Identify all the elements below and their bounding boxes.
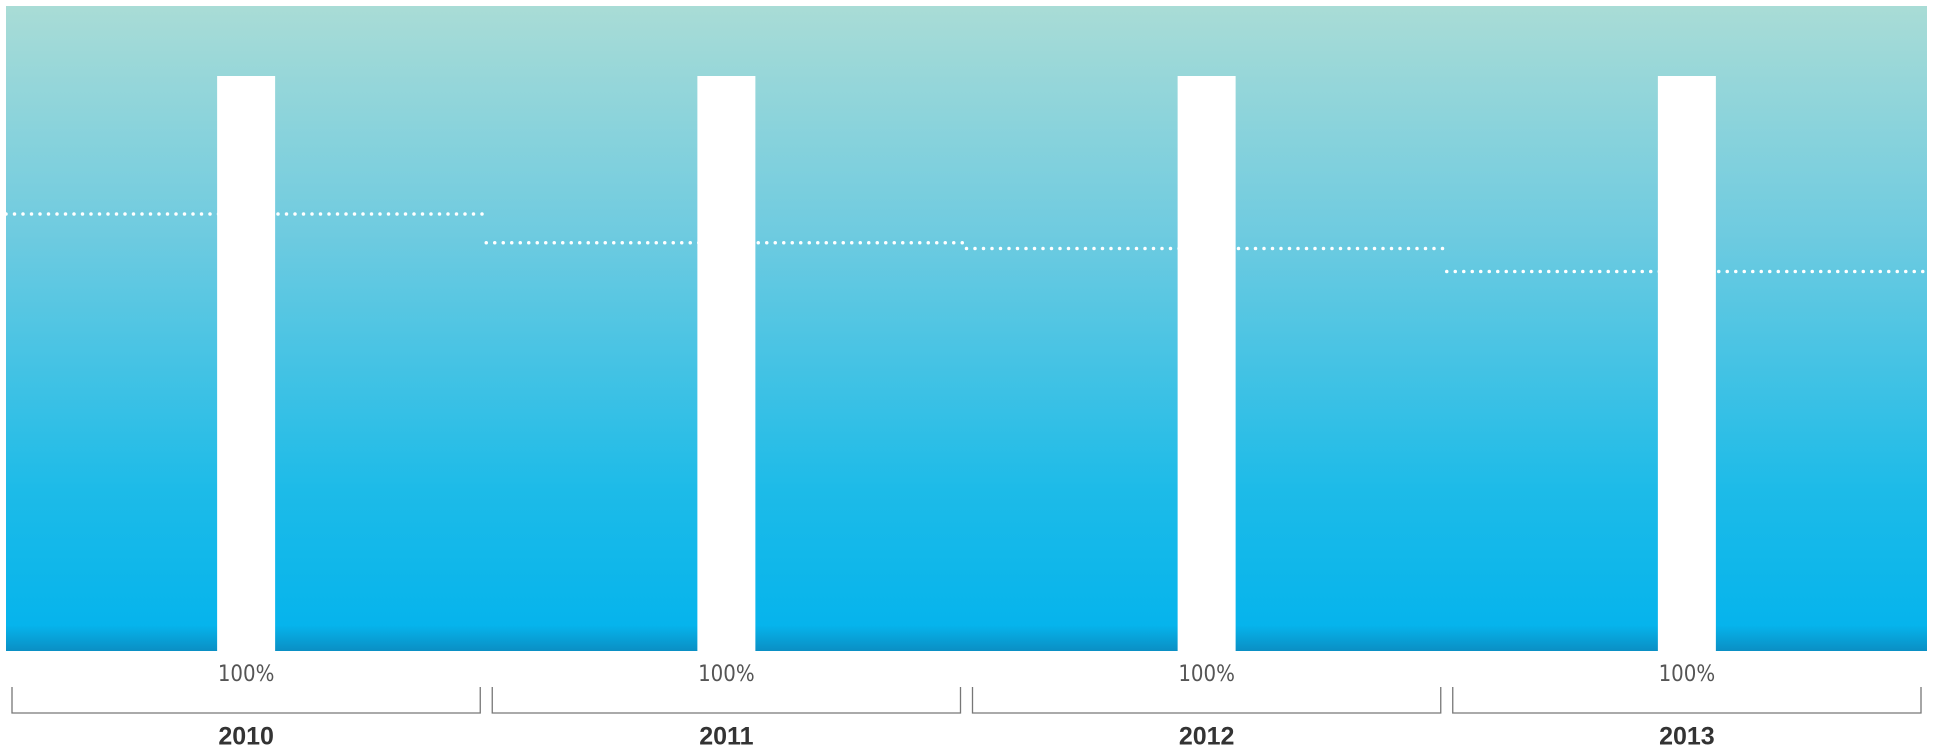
x-tick-label: 2013 xyxy=(1659,723,1715,751)
value-label: 100% xyxy=(698,662,755,687)
bar xyxy=(217,76,276,651)
category-bracket xyxy=(1452,687,1922,714)
category-bracket xyxy=(971,687,1442,714)
bar xyxy=(697,76,756,651)
x-tick-label: 2012 xyxy=(1179,723,1235,751)
value-label: 100% xyxy=(1659,662,1716,687)
bar xyxy=(1657,76,1716,651)
x-tick-label: 2010 xyxy=(218,723,274,751)
category-bracket xyxy=(11,687,481,714)
bar xyxy=(1177,76,1236,651)
category-bracket xyxy=(491,687,962,714)
x-tick-label: 2011 xyxy=(699,723,753,751)
value-label: 100% xyxy=(218,662,275,687)
plot-background xyxy=(6,6,1927,651)
value-label: 100% xyxy=(1178,662,1235,687)
